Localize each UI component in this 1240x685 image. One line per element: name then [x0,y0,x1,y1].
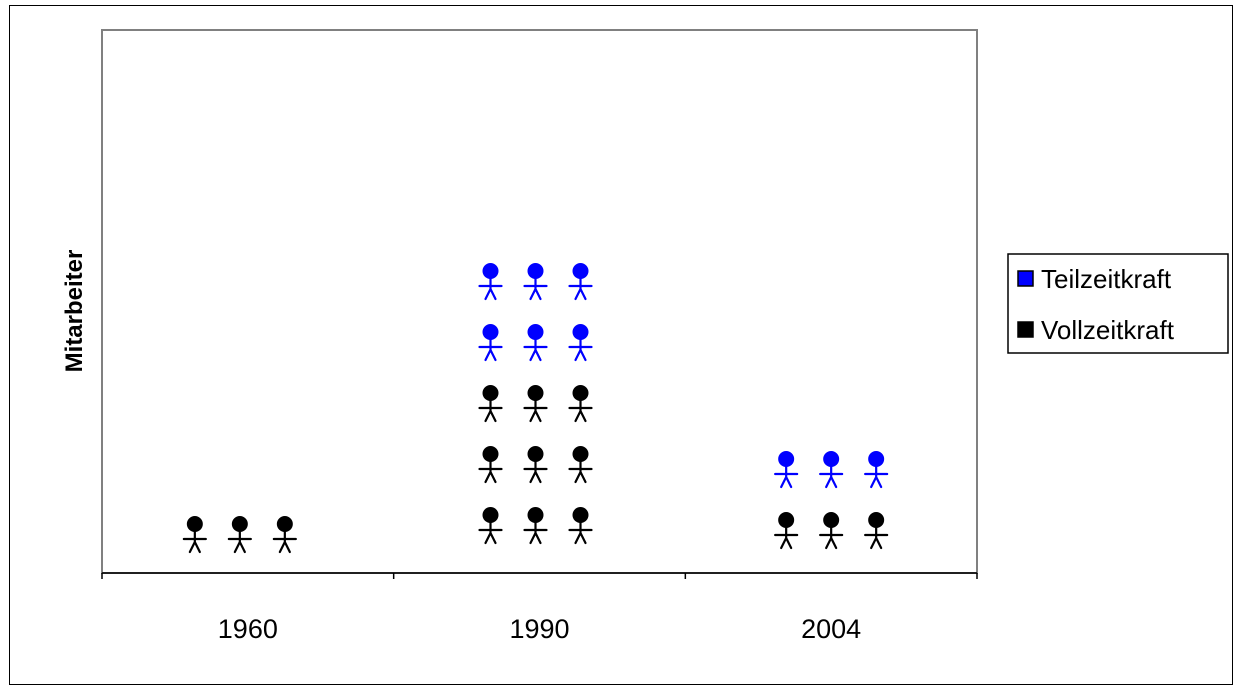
person-icon-teilzeitkraft [774,451,799,489]
x-axis [101,572,978,579]
legend: Teilzeitkraft Vollzeitkraft [1007,253,1229,354]
person-icon-teilzeitkraft [478,263,503,301]
person-icon-vollzeitkraft [568,385,593,423]
legend-swatch-vollzeitkraft [1017,321,1034,338]
plot-area [101,29,978,574]
person-icon-vollzeitkraft [568,507,593,545]
person-icon-vollzeitkraft [478,507,503,545]
person-icon-vollzeitkraft [523,446,548,484]
legend-label-vollzeitkraft: Vollzeitkraft [1041,315,1175,345]
legend-box [1007,253,1229,354]
person-icon-teilzeitkraft [819,451,844,489]
person-icon-vollzeitkraft [568,446,593,484]
person-icon-teilzeitkraft [568,324,593,362]
person-icon-vollzeitkraft [819,512,844,550]
person-icon-vollzeitkraft [523,385,548,423]
legend-swatch-teilzeitkraft [1017,270,1034,287]
person-icon-vollzeitkraft [864,512,889,550]
pictogram-marks [182,263,889,554]
person-icon-teilzeitkraft [523,263,548,301]
person-icon-teilzeitkraft [568,263,593,301]
y-axis-title: Mitarbeiter [61,250,88,373]
x-tick-labels: 1960 1990 2004 [218,614,861,644]
person-icon-vollzeitkraft [478,446,503,484]
person-icon-vollzeitkraft [774,512,799,550]
person-icon-teilzeitkraft [523,324,548,362]
person-icon-vollzeitkraft [272,516,297,554]
x-tick-label: 2004 [801,614,861,644]
person-icon-vollzeitkraft [478,385,503,423]
x-tick-label: 1990 [509,614,569,644]
person-icon-vollzeitkraft [523,507,548,545]
person-icon-teilzeitkraft [864,451,889,489]
legend-label-teilzeitkraft: Teilzeitkraft [1041,264,1172,294]
person-icon-vollzeitkraft [182,516,207,554]
person-icon-teilzeitkraft [478,324,503,362]
person-icon-vollzeitkraft [227,516,252,554]
x-tick-label: 1960 [218,614,278,644]
